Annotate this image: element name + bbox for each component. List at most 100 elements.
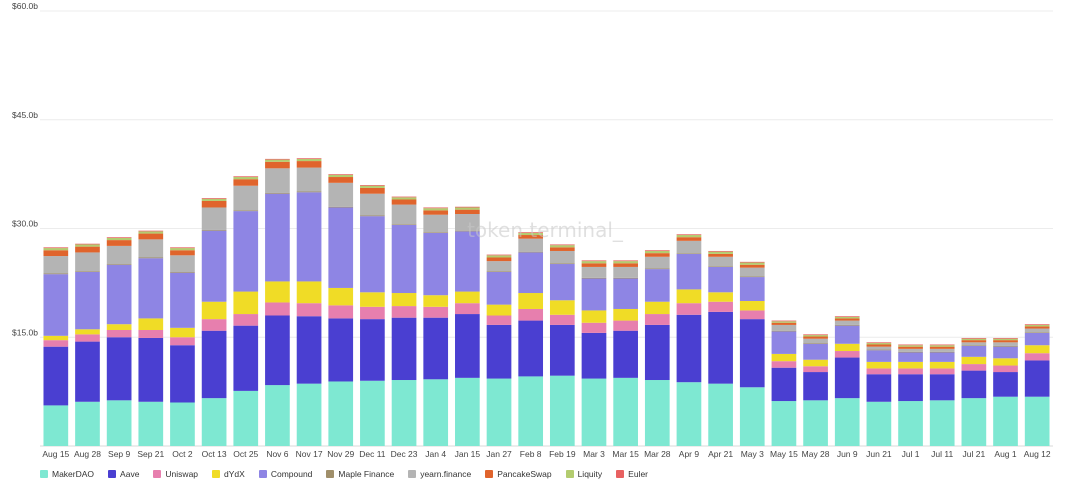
bar-segment[interactable] xyxy=(138,258,164,319)
bar-segment[interactable] xyxy=(993,365,1018,373)
bar-segment[interactable] xyxy=(771,361,797,368)
bar-segment[interactable] xyxy=(518,308,544,321)
bar-segment[interactable] xyxy=(170,327,195,338)
bar-segment[interactable] xyxy=(75,272,100,330)
bar-segment[interactable] xyxy=(423,295,449,307)
bar-segment[interactable] xyxy=(106,400,132,446)
bar-segment[interactable] xyxy=(898,401,923,446)
bar-segment[interactable] xyxy=(739,261,765,263)
bar-segment[interactable] xyxy=(391,380,417,446)
bar-segment[interactable] xyxy=(581,378,607,446)
bar-segment[interactable] xyxy=(296,383,322,446)
bar-segment[interactable] xyxy=(898,345,923,347)
bar-segment[interactable] xyxy=(455,231,480,292)
bar-segment[interactable] xyxy=(1024,328,1050,333)
bar-segment[interactable] xyxy=(644,253,670,257)
bar-segment[interactable] xyxy=(961,338,987,341)
bar-segment[interactable] xyxy=(43,247,69,249)
bar-segment[interactable] xyxy=(644,269,670,302)
bar-segment[interactable] xyxy=(644,250,670,254)
bar-segment[interactable] xyxy=(518,251,544,253)
bar-segment[interactable] xyxy=(929,400,955,446)
bar-segment[interactable] xyxy=(803,372,828,401)
bar-segment[interactable] xyxy=(106,245,132,265)
bar-segment[interactable] xyxy=(328,207,354,288)
legend-item[interactable]: Uniswap xyxy=(153,469,198,479)
bar-segment[interactable] xyxy=(834,351,860,358)
bar-segment[interactable] xyxy=(834,320,860,325)
bar-segment[interactable] xyxy=(138,230,164,232)
bar-segment[interactable] xyxy=(1024,332,1050,346)
bar-segment[interactable] xyxy=(106,337,132,401)
bar-segment[interactable] xyxy=(866,349,892,351)
bar-segment[interactable] xyxy=(581,278,607,311)
bar-segment[interactable] xyxy=(170,337,195,346)
bar-segment[interactable] xyxy=(455,291,480,304)
bar-segment[interactable] xyxy=(423,232,449,233)
bar-segment[interactable] xyxy=(328,305,354,319)
bar-segment[interactable] xyxy=(201,198,227,201)
bar-segment[interactable] xyxy=(708,383,733,446)
bar-segment[interactable] xyxy=(771,353,797,362)
bar-segment[interactable] xyxy=(43,405,69,446)
bar-segment[interactable] xyxy=(898,346,923,349)
bar-segment[interactable] xyxy=(803,359,828,367)
bar-segment[interactable] xyxy=(265,158,290,160)
bar-segment[interactable] xyxy=(75,243,100,245)
bar-segment[interactable] xyxy=(771,331,797,354)
bar-segment[interactable] xyxy=(296,303,322,317)
bar-segment[interactable] xyxy=(360,187,385,194)
bar-segment[interactable] xyxy=(803,343,828,360)
bar-segment[interactable] xyxy=(739,310,765,320)
bar-segment[interactable] xyxy=(644,301,670,315)
bar-segment[interactable] xyxy=(455,303,480,315)
legend-item[interactable]: Compound xyxy=(258,469,312,479)
legend-item[interactable]: Liquity xyxy=(565,469,602,479)
bar-segment[interactable] xyxy=(328,174,354,175)
bar-segment[interactable] xyxy=(708,311,733,384)
bar-segment[interactable] xyxy=(644,380,670,446)
bar-segment[interactable] xyxy=(834,324,860,326)
bar-segment[interactable] xyxy=(328,318,354,382)
bar-segment[interactable] xyxy=(265,315,290,386)
bar-segment[interactable] xyxy=(834,318,860,321)
bar-segment[interactable] xyxy=(581,266,607,278)
bar-segment[interactable] xyxy=(993,340,1018,343)
bar-segment[interactable] xyxy=(644,256,670,269)
legend-item[interactable]: Euler xyxy=(616,469,648,479)
bar-segment[interactable] xyxy=(518,293,544,309)
bar-segment[interactable] xyxy=(644,268,670,270)
bar-segment[interactable] xyxy=(929,361,955,369)
bar-segment[interactable] xyxy=(75,252,100,272)
bar-segment[interactable] xyxy=(455,230,480,232)
bar-segment[interactable] xyxy=(233,177,259,180)
bar-segment[interactable] xyxy=(676,289,702,304)
bar-segment[interactable] xyxy=(138,330,164,338)
bar-segment[interactable] xyxy=(43,346,69,406)
bar-segment[interactable] xyxy=(328,206,354,208)
bar-segment[interactable] xyxy=(138,401,164,446)
bar-segment[interactable] xyxy=(391,196,417,198)
bar-segment[interactable] xyxy=(961,337,987,339)
bar-segment[interactable] xyxy=(549,264,575,301)
bar-segment[interactable] xyxy=(360,292,385,307)
bar-segment[interactable] xyxy=(834,343,860,352)
bar-segment[interactable] xyxy=(486,254,512,256)
bar-segment[interactable] xyxy=(739,264,765,268)
bar-segment[interactable] xyxy=(708,266,733,267)
bar-segment[interactable] xyxy=(644,324,670,381)
bar-segment[interactable] xyxy=(898,374,923,402)
bar-segment[interactable] xyxy=(486,324,512,379)
bar-segment[interactable] xyxy=(201,301,227,320)
bar-segment[interactable] xyxy=(518,320,544,377)
bar-segment[interactable] xyxy=(613,320,638,331)
bar-segment[interactable] xyxy=(771,401,797,446)
bar-segment[interactable] xyxy=(771,367,797,402)
bar-segment[interactable] xyxy=(834,316,860,319)
bar-segment[interactable] xyxy=(75,341,100,402)
bar-segment[interactable] xyxy=(708,256,733,267)
bar-segment[interactable] xyxy=(803,336,828,339)
bar-segment[interactable] xyxy=(771,330,797,332)
bar-segment[interactable] xyxy=(391,317,417,381)
bar-segment[interactable] xyxy=(929,351,955,353)
